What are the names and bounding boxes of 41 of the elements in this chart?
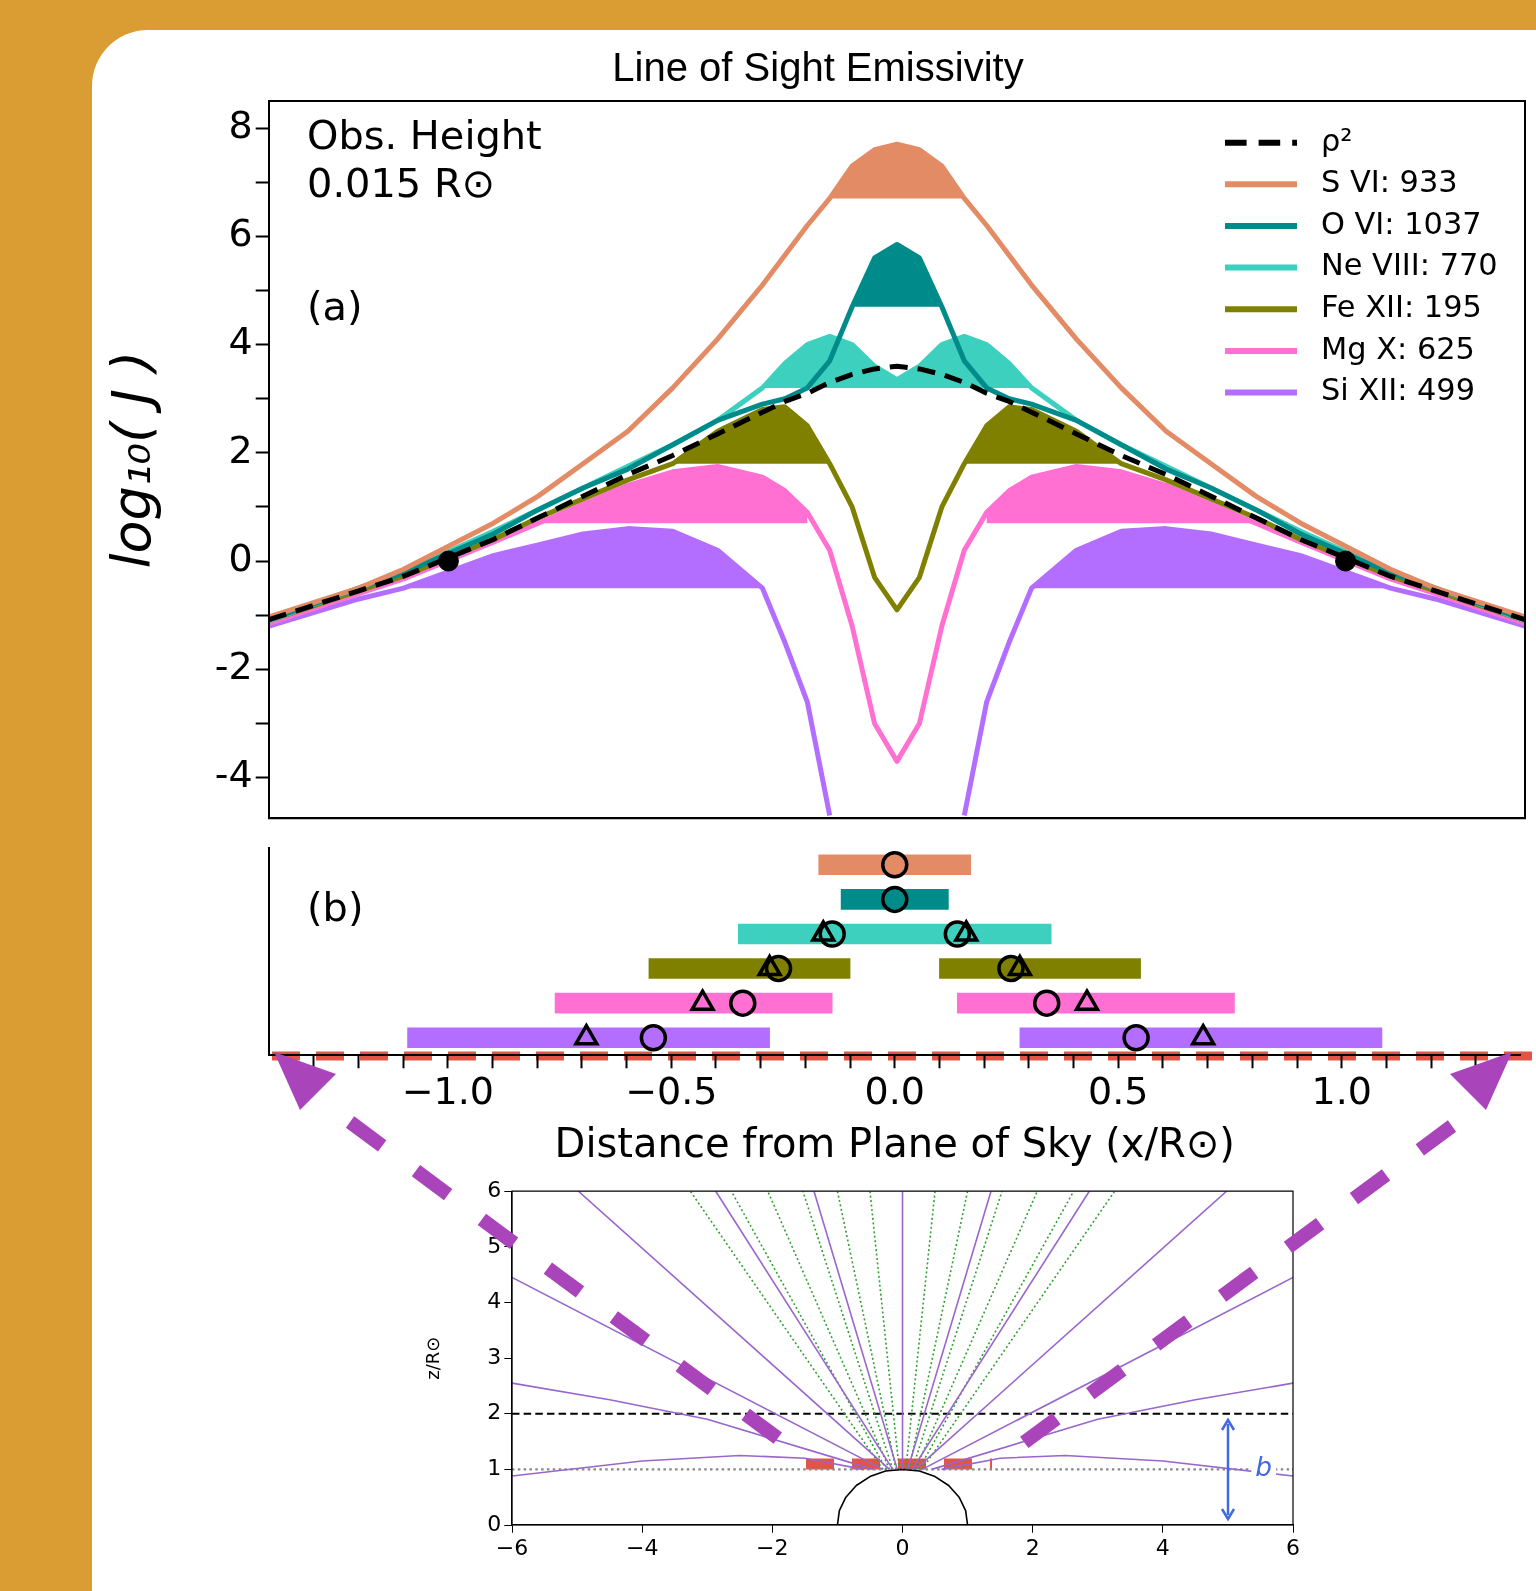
legend-label: Si XII: 499	[1321, 372, 1476, 408]
y-tick-label: 4	[487, 1288, 502, 1314]
y-tick-label: 8	[228, 102, 253, 147]
x-tick-label: −0.5	[625, 1068, 718, 1113]
x-tick-label: −4	[625, 1534, 659, 1560]
annotation: 0.015 R⊙	[307, 159, 496, 206]
x-tick-label: −2	[756, 1534, 789, 1560]
x-tick-label: 6	[1286, 1534, 1300, 1560]
legend-label: O VI: 1037	[1321, 205, 1482, 241]
x-tick-label: 0	[895, 1534, 910, 1560]
x-tick-label: 0.5	[1088, 1068, 1149, 1113]
legend-label: Fe XII: 195	[1321, 289, 1482, 325]
y-tick-label: 2	[487, 1399, 502, 1425]
legend-label: Mg X: 625	[1321, 330, 1475, 366]
x-tick-label: 0.0	[864, 1068, 925, 1113]
legend-label: Ne VIII: 770	[1321, 247, 1498, 283]
legend-label: S VI: 933	[1321, 164, 1458, 200]
annotation: Obs. Height	[307, 111, 542, 158]
chart-title: Line of Sight Emissivity	[612, 45, 1024, 90]
y-tick-label: -2	[214, 644, 253, 689]
y-tick-label: 3	[487, 1343, 502, 1369]
y-tick-label: 1	[487, 1455, 502, 1481]
x-tick-label: −6	[495, 1534, 529, 1560]
annotation: (b)	[307, 884, 364, 931]
x-tick-label: 2	[1025, 1534, 1040, 1560]
annotation: (a)	[307, 283, 363, 330]
x-tick-label: 4	[1155, 1534, 1170, 1560]
x-tick-label: −1.0	[401, 1068, 494, 1113]
y-axis-title: z/R⊙	[422, 1336, 444, 1380]
y-tick-label: 6	[487, 1176, 502, 1202]
annotation: b	[1255, 1451, 1273, 1483]
y-tick-label: -4	[214, 752, 253, 797]
y-axis-title: log₁₀( J )	[100, 350, 164, 569]
legend-label: ρ²	[1321, 122, 1353, 158]
y-tick-label: 0	[228, 535, 253, 580]
y-tick-label: 6	[228, 211, 253, 256]
x-axis-title: Distance from Plane of Sky (x/R⊙)	[554, 1120, 1235, 1167]
x-tick-label: 1.0	[1311, 1068, 1372, 1113]
y-tick-label: 4	[228, 319, 253, 364]
y-tick-label: 2	[228, 427, 253, 472]
y-tick-label: 0	[487, 1510, 502, 1536]
